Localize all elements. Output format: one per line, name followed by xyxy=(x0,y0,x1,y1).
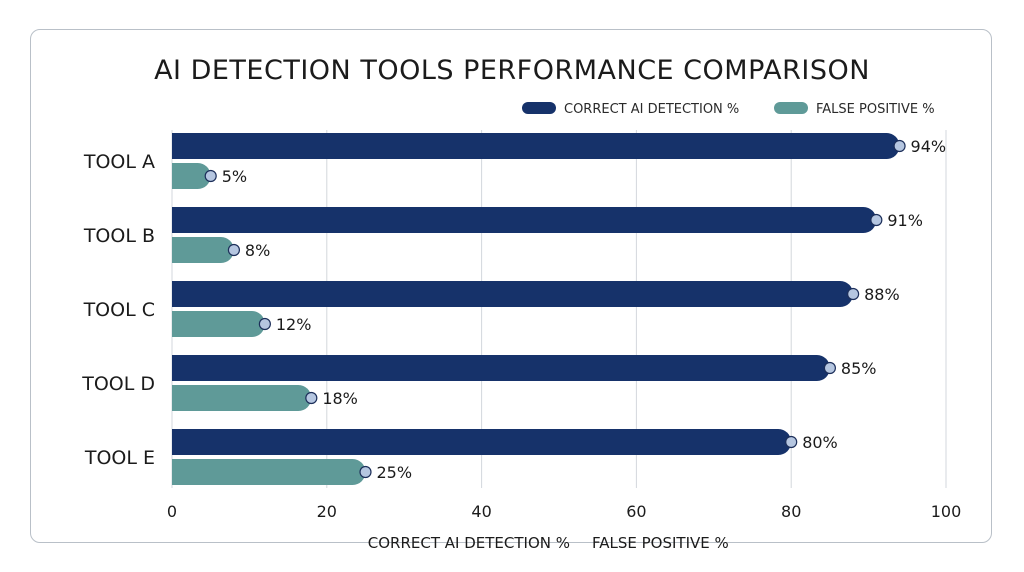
chart-title: AI DETECTION TOOLS PERFORMANCE COMPARISO… xyxy=(154,55,870,86)
bar-end-marker xyxy=(204,169,217,183)
bar-tool-c-series-2 xyxy=(172,311,265,337)
data-label: 85% xyxy=(841,359,877,378)
x-tick-label-60: 60 xyxy=(626,502,646,521)
data-label: 88% xyxy=(864,285,900,304)
x-axis-title-part-1: CORRECT AI DETECTION % xyxy=(368,534,570,552)
bar-tool-d-series-2 xyxy=(172,385,312,411)
category-labels: TOOL A TOOL B TOOL C TOOL D TOOL E xyxy=(81,151,155,469)
data-label: 94% xyxy=(911,137,947,156)
data-label: 80% xyxy=(802,433,838,452)
bar-tool-e-series-1 xyxy=(172,429,792,455)
data-label: 18% xyxy=(322,389,358,408)
legend: CORRECT AI DETECTION % FALSE POSITIVE % xyxy=(522,102,935,117)
x-axis-title-part-2: FALSE POSITIVE % xyxy=(592,534,729,552)
bar-end-marker xyxy=(870,213,883,227)
bar-tool-d-series-1 xyxy=(172,355,830,381)
data-label: 5% xyxy=(222,167,247,186)
x-axis-ticks: 0 20 40 60 80 100 xyxy=(167,502,961,521)
bar-tool-c-series-1 xyxy=(172,281,854,307)
bar-end-marker xyxy=(305,391,318,405)
bar-tool-b-series-2 xyxy=(172,237,234,263)
legend-swatch-series-2 xyxy=(774,102,808,114)
category-label: TOOL D xyxy=(81,373,155,395)
bar-end-marker xyxy=(227,243,241,257)
x-tick-label-80: 80 xyxy=(781,502,801,521)
bar-tool-e-series-2 xyxy=(172,459,366,485)
category-label: TOOL A xyxy=(83,151,155,173)
data-label: 8% xyxy=(245,241,270,260)
data-label: 25% xyxy=(377,463,413,482)
category-label: TOOL B xyxy=(83,225,155,247)
category-label: TOOL C xyxy=(83,299,155,321)
bar-end-marker xyxy=(785,435,798,449)
legend-label-series-2: FALSE POSITIVE % xyxy=(816,102,935,117)
x-axis-title: CORRECT AI DETECTION % FALSE POSITIVE % xyxy=(368,534,729,552)
x-tick-label-0: 0 xyxy=(167,502,177,521)
x-tick-label-20: 20 xyxy=(317,502,337,521)
bars: 94% 5% 91% 8% 88% 12% 85% 18% 80% 25% xyxy=(172,133,946,485)
legend-swatch-series-1 xyxy=(522,102,556,114)
bar-end-marker xyxy=(258,317,271,331)
gridlines xyxy=(171,130,947,488)
bar-end-marker xyxy=(359,465,372,479)
bar-tool-a-series-2 xyxy=(172,163,211,189)
data-label: 91% xyxy=(887,211,923,230)
x-tick-label-40: 40 xyxy=(471,502,491,521)
data-label: 12% xyxy=(276,315,312,334)
legend-label-series-1: CORRECT AI DETECTION % xyxy=(564,102,739,117)
bar-tool-b-series-1 xyxy=(172,207,877,233)
bar-end-marker xyxy=(847,287,860,301)
bar-end-marker xyxy=(893,139,906,153)
x-tick-label-100: 100 xyxy=(931,502,962,521)
bar-end-marker xyxy=(823,361,837,375)
category-label: TOOL E xyxy=(84,447,155,469)
bar-tool-a-series-1 xyxy=(172,133,900,159)
